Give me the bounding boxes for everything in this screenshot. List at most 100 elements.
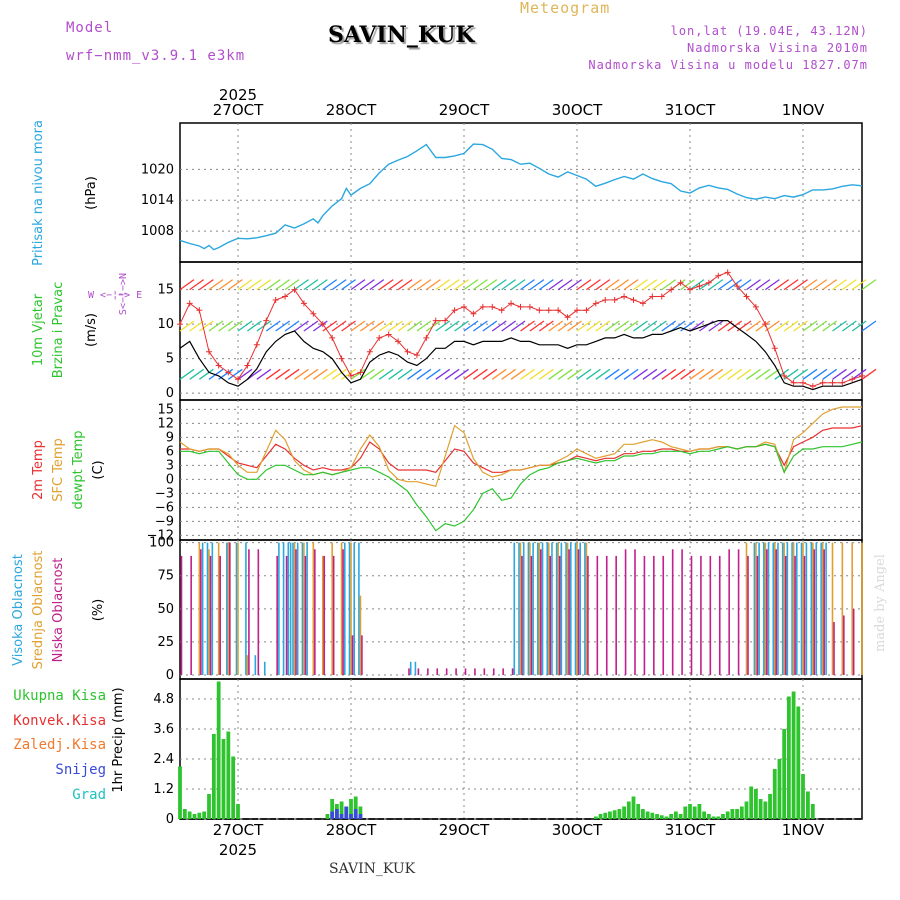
wind-barb (454, 279, 469, 291)
wind-barb (463, 320, 479, 332)
precip-legend-4: Grad (72, 787, 106, 803)
wind-barb (861, 279, 877, 291)
bottom-day-label-0: 27OCT (213, 821, 264, 839)
panel-2-ytick-1: −9 (155, 514, 174, 529)
gust-marker (385, 331, 392, 338)
station-title: SAVIN_KUK (328, 22, 475, 48)
wind-barb (208, 320, 224, 332)
panel-1-ytick-2: 10 (157, 317, 174, 332)
panel-4-ytick-2: 2.4 (153, 752, 174, 767)
wind-barb (256, 368, 272, 380)
precip-total-bar (706, 814, 711, 819)
precip-total-bar (617, 809, 622, 819)
wind-barb (208, 279, 224, 291)
lonlat-label: lon,lat (19.04E, 43.12N) (670, 24, 868, 38)
wind-barb (529, 279, 545, 291)
precip-total-bar (603, 812, 608, 819)
precip-total-bar (226, 731, 231, 819)
wind-barb (595, 320, 611, 332)
compass-we: W <−¦−> E (88, 290, 142, 301)
wind-barb (832, 279, 847, 291)
wind-barb (689, 279, 705, 291)
gust-marker (366, 348, 373, 355)
gust-marker (300, 300, 307, 307)
wind-barb (595, 368, 611, 380)
wind-barb (746, 320, 761, 332)
wind-barb (851, 320, 867, 332)
precip-total-bar (631, 796, 636, 819)
wind-barb (247, 368, 262, 380)
panel-3-ytick-0: 0 (166, 668, 174, 683)
wind-barb (331, 368, 347, 380)
top-day-label-2: 29OCT (439, 101, 490, 119)
wind-barb (294, 368, 309, 380)
footer-station: SAVIN_KUK (329, 861, 416, 877)
wind-barb (227, 368, 243, 380)
pressure-unit: (hPa) (84, 176, 99, 210)
wind-barb (538, 368, 554, 380)
gust-marker (235, 376, 241, 383)
wind-barb (529, 320, 545, 332)
precip-total-bar (641, 809, 645, 819)
wind-barb (397, 368, 413, 380)
gust-marker (545, 307, 552, 314)
precip-total-bar (231, 756, 236, 819)
gust-marker (630, 296, 637, 303)
bottom-day-label-2: 29OCT (439, 821, 490, 839)
wind-barb (265, 320, 281, 332)
wind-barb (755, 320, 771, 332)
gust-marker (319, 321, 326, 328)
wind-barb (727, 368, 743, 380)
wind-barb (861, 320, 877, 332)
precip-total-bar (754, 789, 758, 819)
gust-marker (470, 310, 477, 317)
wind-barb (520, 320, 535, 332)
gust-marker (743, 293, 750, 300)
wind-barb (586, 320, 601, 332)
precip-total-bar (178, 766, 182, 819)
panel-0-ytick-0: 1008 (141, 224, 174, 239)
compass-ns: S<−¦−>N (118, 273, 129, 315)
gust-marker (508, 300, 515, 307)
wind-barb (397, 279, 413, 291)
bottom-day-label-4: 31OCT (665, 821, 716, 839)
wind-barb (548, 368, 564, 380)
wind-barb (227, 279, 243, 291)
wind-barb (576, 320, 592, 332)
wind-barb (538, 279, 554, 291)
gust-marker (781, 372, 788, 379)
precip-legend-2: Zaledj.Kisa (13, 737, 106, 753)
wind-barb (642, 368, 658, 380)
wind-title: 10m Vjetar (31, 293, 46, 366)
gust-marker (800, 379, 806, 386)
precip-total-bar (768, 794, 772, 819)
panel-frame-4 (179, 678, 863, 820)
model-label: Model (66, 20, 114, 36)
bottom-day-label-1: 28OCT (326, 821, 377, 839)
wind-barb (851, 279, 867, 291)
wind-barb (247, 279, 262, 291)
gust-marker (592, 300, 599, 307)
panel-2-ytick-5: 3 (166, 458, 174, 473)
bottom-day-label-5: 1NOV (782, 821, 825, 839)
precip-total-bar (678, 814, 683, 819)
gust-marker (423, 334, 430, 341)
wind-barb (237, 320, 253, 332)
wind-barb (218, 279, 234, 291)
wind-barb (604, 368, 620, 380)
wind-barb (614, 320, 630, 332)
panel-3-ytick-4: 100 (149, 536, 174, 551)
wind-barb (793, 279, 808, 291)
gust-marker (752, 303, 759, 310)
panel-3-ytick-1: 25 (157, 635, 174, 650)
gust-marker (196, 307, 203, 314)
precip-total-bar (202, 811, 207, 819)
precip-total-bar (358, 806, 363, 819)
wind-barb (661, 279, 677, 291)
precip-total-bar (211, 734, 216, 819)
precip-total-bar (683, 806, 688, 819)
precip-title: 1hr Precip (mm) (111, 687, 126, 792)
wind-barb (822, 279, 838, 291)
precip-total-bar (622, 806, 626, 819)
wind-barb (416, 320, 432, 332)
